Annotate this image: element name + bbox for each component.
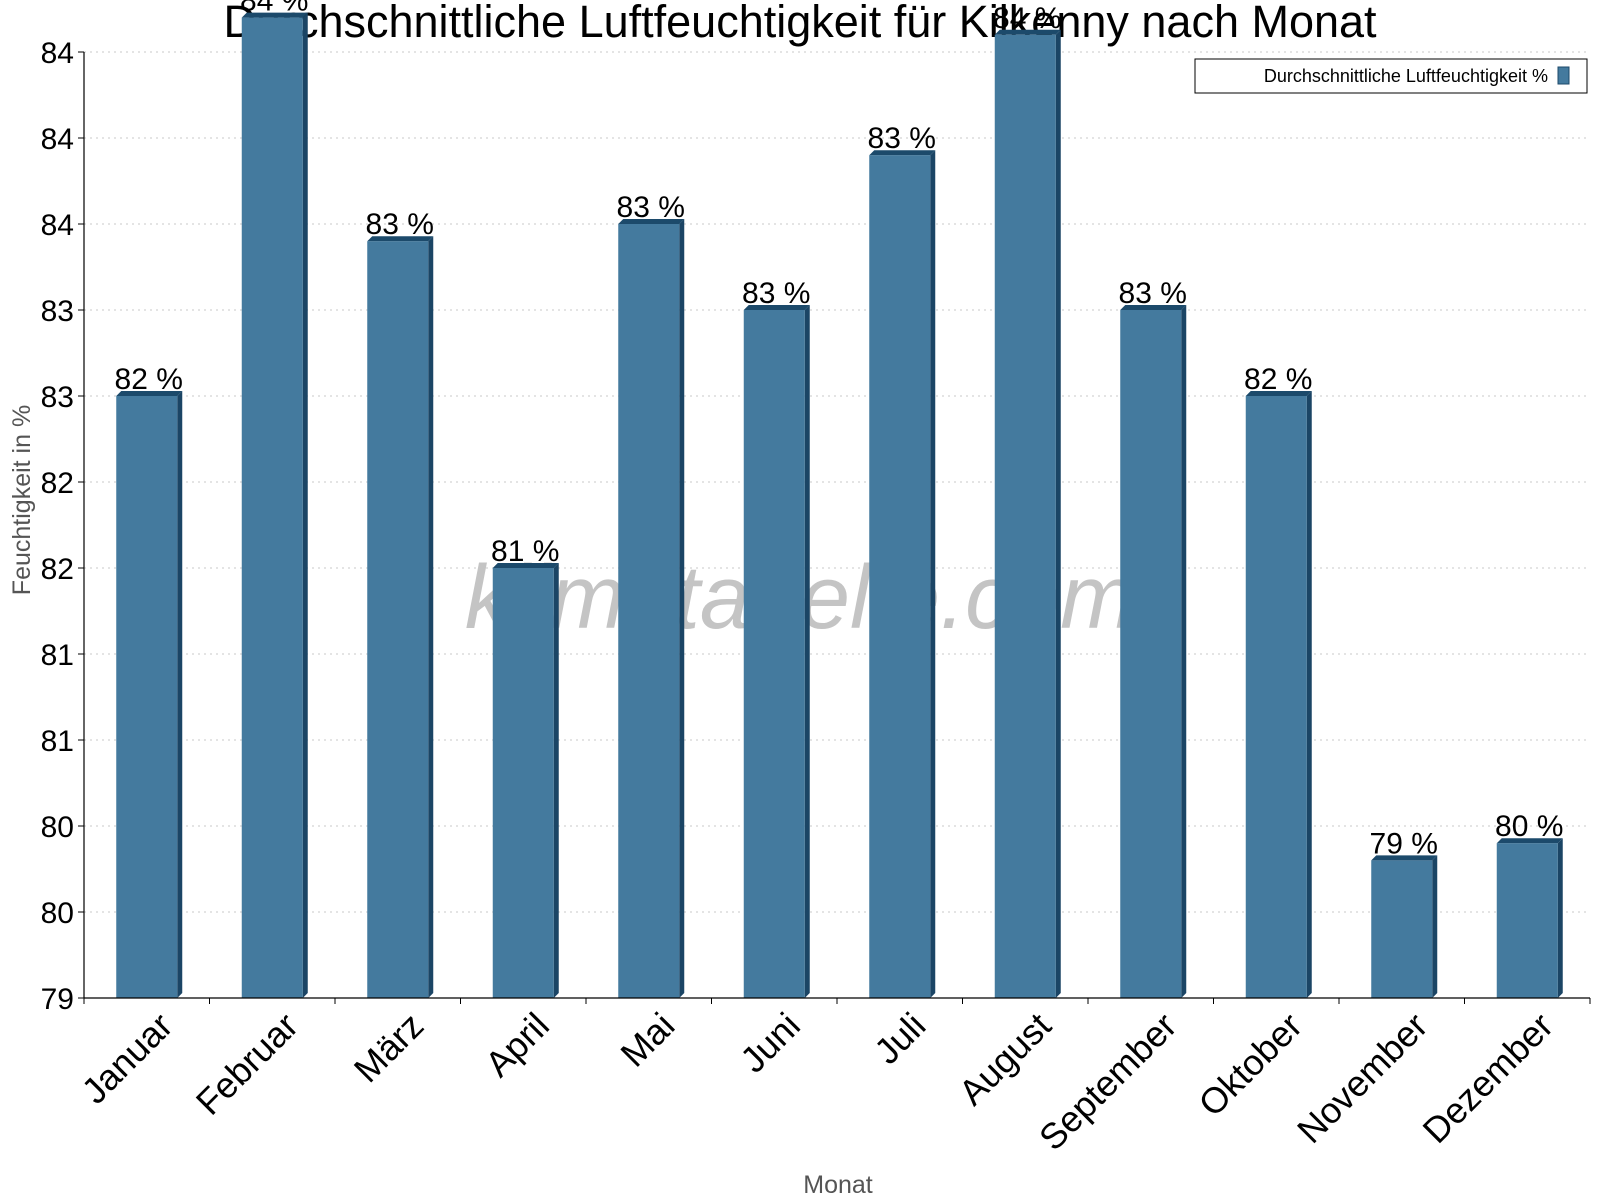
data-label: 83 % (868, 122, 936, 155)
x-tick-label: Juni (732, 1005, 808, 1081)
bar-front (994, 34, 1056, 999)
data-label: 82 % (115, 363, 183, 396)
bar-top (618, 219, 685, 224)
bar-top (994, 29, 1061, 35)
bars (116, 12, 1563, 999)
bar (367, 236, 434, 998)
bar-front (116, 396, 178, 998)
bar-side (679, 219, 685, 998)
data-label: 84 % (993, 2, 1061, 35)
y-axis-label: Feuchtigkeit in % (8, 405, 36, 595)
bar-top (1120, 305, 1187, 310)
x-tick-label: März (346, 1005, 432, 1091)
bar-top (367, 236, 434, 242)
data-label: 83 % (1119, 277, 1187, 310)
legend: Durchschnittliche Luftfeuchtigkeit % (1194, 58, 1588, 94)
bar (743, 305, 810, 998)
data-label: 84 % (240, 0, 308, 18)
bar-side (1306, 391, 1312, 998)
axes (78, 51, 1591, 1004)
x-axis-label: Monat (803, 1171, 873, 1199)
bar-front (869, 155, 931, 998)
bar-side (553, 563, 559, 998)
x-tick-label: August (951, 1005, 1059, 1113)
bar-top (116, 391, 183, 396)
y-tick-labels: 79 80 80 81 81 82 82 83 83 84 84 84 (41, 37, 74, 1016)
x-tick-label: Juli (866, 1005, 933, 1072)
bar (618, 219, 685, 998)
bar (994, 29, 1061, 999)
y-tick-label: 84 (41, 37, 74, 70)
x-tick-label: Mai (612, 1005, 682, 1075)
y-tick-label: 82 (41, 553, 74, 586)
y-tick-label: 83 (41, 295, 74, 328)
bar-front (743, 310, 805, 998)
y-tick-label: 83 (41, 381, 74, 414)
x-tick-label: Januar (74, 1005, 181, 1112)
data-label: 83 % (366, 208, 434, 241)
bar (492, 563, 559, 998)
data-labels: 82 % 84 % 83 % 81 % 83 % 83 % 83 % 84 % 83 % 82 %… (115, 0, 1564, 860)
bar-front (1371, 860, 1433, 998)
bar (241, 12, 308, 999)
bar-side (428, 236, 434, 998)
bar-front (492, 568, 554, 998)
bar-top (1496, 838, 1563, 844)
data-label: 83 % (742, 277, 810, 310)
bar-front (1496, 843, 1558, 998)
x-tick-label: Oktober (1190, 1005, 1310, 1125)
bar-top (241, 12, 308, 18)
bar-side (1055, 29, 1061, 999)
data-label: 79 % (1370, 827, 1438, 860)
x-tick-label: Februar (188, 1005, 306, 1123)
bar-top (743, 305, 810, 310)
bar (1120, 305, 1187, 998)
bar-side (1557, 838, 1563, 998)
y-tick-label: 84 (41, 123, 74, 156)
bar-top (1371, 855, 1438, 861)
y-tick-label: 82 (41, 467, 74, 500)
bar-front (618, 224, 680, 998)
y-tick-label: 84 (41, 209, 74, 242)
y-tick-label: 81 (41, 639, 74, 672)
bar (1245, 391, 1312, 998)
x-tick-label: April (477, 1005, 557, 1085)
bar-side (930, 150, 936, 998)
legend-label: Durchschnittliche Luftfeuchtigkeit % (1264, 66, 1548, 86)
data-label: 82 % (1244, 363, 1312, 396)
y-tick-label: 80 (41, 811, 74, 844)
data-label: 83 % (617, 191, 685, 224)
x-tick-label: September (1031, 1005, 1185, 1159)
chart-title: Durchschnittliche Luftfeuchtigkeit für K… (223, 0, 1377, 47)
bar-side (302, 12, 308, 999)
bar-top (492, 563, 559, 568)
data-label: 80 % (1495, 810, 1563, 843)
legend-box (1194, 58, 1588, 94)
bar-front (367, 241, 429, 998)
legend-swatch (1557, 66, 1570, 85)
bar-front (241, 17, 303, 999)
data-label: 81 % (491, 535, 559, 568)
bar-front (1245, 396, 1307, 998)
bar-top (869, 150, 936, 156)
bar (1496, 838, 1563, 998)
y-tick-label: 80 (41, 897, 74, 930)
bar (1371, 855, 1438, 998)
bar-side (1432, 855, 1438, 998)
x-tick-label: November (1289, 1005, 1435, 1151)
bar (116, 391, 183, 998)
y-tick-label: 79 (41, 983, 74, 1016)
bar-top (1245, 391, 1312, 396)
grid-lines (84, 51, 1590, 913)
y-tick-label: 81 (41, 725, 74, 758)
x-tick-labels: Januar Februar März April Mai Juni Juli AugustS… (74, 1005, 1561, 1159)
bar-front (1120, 310, 1182, 998)
bar-side (1181, 305, 1187, 998)
x-tick-label: Dezember (1414, 1005, 1560, 1151)
bar-side (804, 305, 810, 998)
bar-side (177, 391, 183, 998)
bar (869, 150, 936, 998)
